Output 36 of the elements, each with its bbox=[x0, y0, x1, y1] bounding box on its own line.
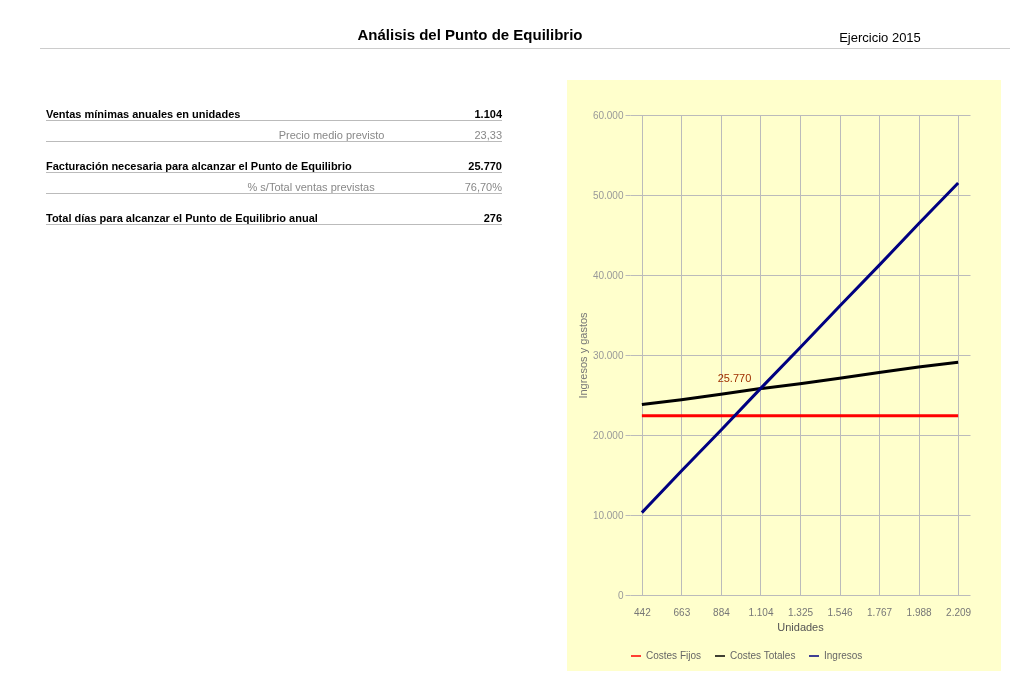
text: 25.770 bbox=[468, 160, 502, 172]
legend-label: Costes Fijos bbox=[646, 650, 702, 661]
y-tick-label: 50.000 bbox=[592, 189, 624, 201]
x-tick-label: 1.988 bbox=[906, 606, 933, 618]
text: Facturación necesaria para alcanzar el Punto de Equilibrio bbox=[46, 160, 352, 172]
y-tick-label: 30.000 bbox=[592, 349, 624, 361]
text: Precio medio previsto bbox=[278, 129, 385, 141]
x-tick-label: 1.767 bbox=[867, 606, 893, 618]
x-tick-label: 1.325 bbox=[787, 606, 814, 618]
text: 23,33 bbox=[474, 129, 502, 141]
legend-label: Ingresos bbox=[824, 650, 863, 661]
x-tick-label: 2.209 bbox=[946, 606, 972, 618]
chart-subtitle: Ejercicio 2015 bbox=[838, 30, 922, 45]
text: % s/Total ventas previstas bbox=[247, 181, 375, 193]
x-axis-title: Unidades bbox=[777, 620, 825, 633]
legend-label: Costes Totales bbox=[730, 650, 796, 661]
x-tick-label: 663 bbox=[673, 606, 691, 618]
line-series bbox=[640, 360, 960, 407]
y-tick-label: 0 bbox=[617, 589, 624, 601]
y-axis-title: Ingresos y gastos bbox=[576, 311, 589, 399]
text: Total días para alcanzar el Punto de Equilibrio anual bbox=[46, 212, 318, 224]
x-tick-label: 442 bbox=[634, 606, 652, 618]
y-tick-label: 40.000 bbox=[592, 269, 624, 281]
x-tick-label: 884 bbox=[713, 606, 731, 618]
text: 76,70% bbox=[464, 181, 502, 193]
x-tick-label: 1.104 bbox=[748, 606, 774, 618]
line-series bbox=[640, 181, 960, 515]
text: 276 bbox=[483, 212, 502, 224]
text: 1.104 bbox=[474, 108, 502, 120]
y-tick-label: 20.000 bbox=[592, 429, 624, 441]
x-tick-label: 1.546 bbox=[827, 606, 853, 618]
y-tick-label: 10.000 bbox=[592, 509, 624, 521]
text: Ventas mínimas anuales en unidades bbox=[46, 108, 241, 120]
text: Análisis del Punto de Equilibrio bbox=[356, 26, 584, 43]
annotation: 25.770 bbox=[717, 371, 752, 384]
y-tick-label: 60.000 bbox=[592, 109, 624, 121]
